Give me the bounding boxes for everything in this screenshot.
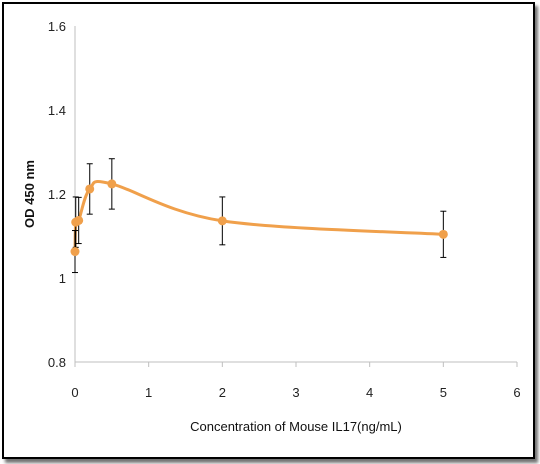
y-tick-label: 1 bbox=[59, 271, 66, 286]
data-point bbox=[107, 179, 117, 189]
x-tick-label: 1 bbox=[145, 385, 152, 400]
data-point bbox=[85, 184, 95, 194]
x-tick-label: 5 bbox=[440, 385, 447, 400]
x-tick-label: 3 bbox=[292, 385, 299, 400]
data-point bbox=[70, 247, 80, 257]
data-point bbox=[438, 229, 448, 239]
data-point bbox=[74, 215, 84, 225]
x-tick-label: 2 bbox=[219, 385, 226, 400]
y-tick-label: 1.4 bbox=[48, 103, 66, 118]
x-tick-label: 4 bbox=[366, 385, 373, 400]
y-tick-label: 1.2 bbox=[48, 187, 66, 202]
y-axis-title: OD 450 nm bbox=[22, 160, 37, 228]
data-point bbox=[217, 216, 227, 226]
x-axis-title: Concentration of Mouse IL17(ng/mL) bbox=[190, 419, 402, 434]
y-tick-label: 0.8 bbox=[48, 355, 66, 370]
series-line bbox=[73, 180, 444, 252]
x-tick-label: 6 bbox=[513, 385, 520, 400]
y-tick-label: 1.6 bbox=[48, 19, 66, 34]
chart-frame bbox=[2, 2, 535, 459]
x-tick-label: 0 bbox=[71, 385, 78, 400]
